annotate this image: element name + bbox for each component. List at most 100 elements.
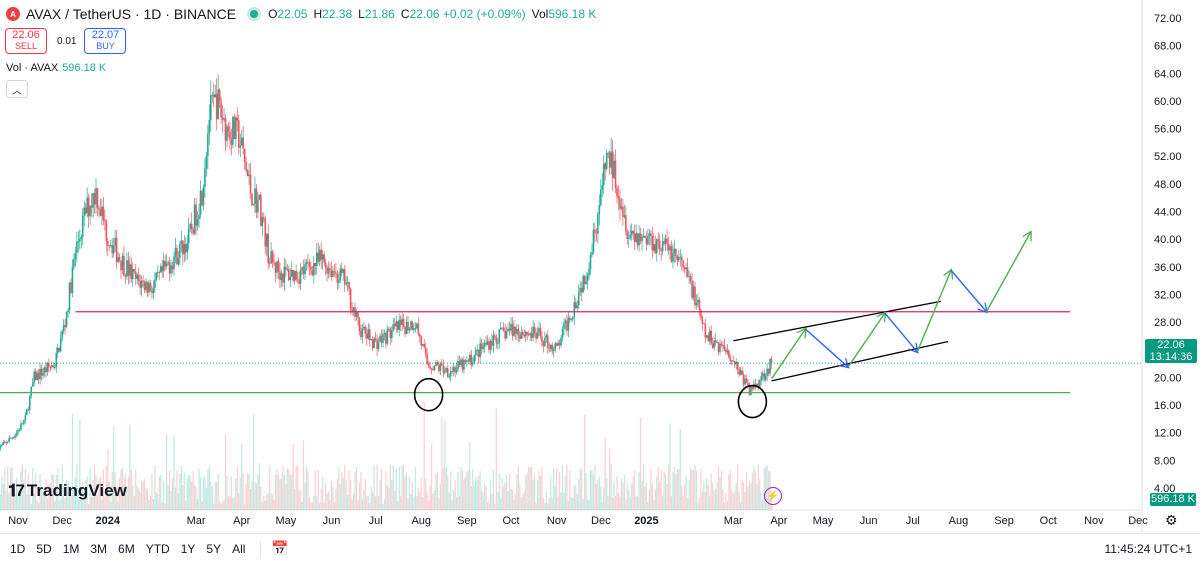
- candle: [426, 353, 428, 364]
- candle: [130, 264, 133, 280]
- candle: [763, 373, 765, 380]
- candle: [351, 309, 353, 312]
- volume-bar: [675, 474, 677, 510]
- candle: [720, 343, 723, 345]
- chevron-up-icon[interactable]: ︿: [6, 80, 28, 98]
- candle: [535, 332, 537, 339]
- range-button-ytd[interactable]: YTD: [145, 541, 170, 556]
- volume-bar: [257, 474, 259, 510]
- range-button-1m[interactable]: 1M: [62, 541, 80, 556]
- candle: [558, 342, 561, 346]
- calendar-icon[interactable]: 📅: [271, 540, 289, 556]
- volume-bar: [92, 480, 94, 510]
- volume-bar: [619, 496, 621, 510]
- candle: [21, 423, 24, 425]
- volume-bar: [273, 499, 275, 510]
- candle: [209, 95, 212, 120]
- range-button-1d[interactable]: 1D: [10, 541, 26, 556]
- volume-bar: [572, 497, 574, 510]
- volume-bar: [202, 477, 205, 510]
- volume-bar: [161, 502, 163, 510]
- volume-bar: [226, 475, 228, 510]
- candle: [507, 328, 509, 332]
- candle: [435, 362, 437, 367]
- candle: [368, 329, 371, 341]
- buy-button[interactable]: 22.07 BUY: [84, 28, 127, 54]
- projection-up-arrow[interactable]: [847, 313, 885, 368]
- circle-annotation[interactable]: [413, 377, 444, 412]
- candle: [544, 337, 546, 347]
- volume-bar: [585, 472, 587, 510]
- volume-bar: [260, 486, 262, 510]
- candle: [555, 343, 558, 346]
- volume-bar: [217, 473, 219, 510]
- volume-bar: [96, 495, 99, 510]
- circle-annotation[interactable]: [737, 384, 768, 419]
- volume-bar: [681, 485, 683, 510]
- candle: [742, 374, 745, 385]
- projection-down-arrow[interactable]: [804, 328, 848, 367]
- range-button-5y[interactable]: 5Y: [206, 541, 222, 556]
- candle: [620, 206, 623, 209]
- candle: [102, 206, 105, 221]
- projection-up-arrow[interactable]: [916, 270, 951, 353]
- range-button-1y[interactable]: 1Y: [180, 541, 196, 556]
- clock[interactable]: 11:45:24 UTC+1: [1104, 542, 1193, 556]
- candle: [717, 342, 720, 352]
- symbol-title[interactable]: AVAX / TetherUS · 1D · BINANCE: [26, 6, 237, 22]
- x-tick-label: Oct: [502, 515, 519, 527]
- tradingview-logo[interactable]: 𝟏7 TradingView: [8, 481, 127, 500]
- candle: [421, 343, 424, 346]
- projection-up-arrow[interactable]: [770, 329, 806, 380]
- candle: [330, 269, 333, 277]
- candle: [352, 307, 355, 312]
- candle: [530, 333, 533, 338]
- projection-down-arrow[interactable]: [950, 269, 986, 311]
- volume-bar: [728, 474, 730, 510]
- candle: [92, 193, 94, 208]
- channel-lower[interactable]: [771, 340, 949, 382]
- volume-bar: [576, 494, 578, 510]
- channel-upper[interactable]: [733, 300, 941, 342]
- range-button-all[interactable]: All: [232, 541, 246, 556]
- candle: [600, 189, 602, 205]
- range-button-5d[interactable]: 5D: [36, 541, 52, 556]
- projection-up-arrow[interactable]: [985, 232, 1030, 313]
- lightning-icon[interactable]: ⚡: [764, 487, 782, 505]
- candle: [733, 361, 736, 365]
- projection-down-arrow[interactable]: [884, 312, 917, 352]
- candle: [283, 266, 286, 283]
- settings-gear-icon[interactable]: ⚙: [1165, 512, 1178, 528]
- volume-bar: [55, 474, 57, 510]
- volume-bar: [111, 471, 113, 510]
- candle: [495, 336, 498, 344]
- y-tick-label: 20.00: [1154, 372, 1182, 384]
- candle: [99, 209, 102, 216]
- candle: [261, 217, 264, 226]
- volume-bar: [581, 469, 583, 510]
- sell-button[interactable]: 22.06 SELL: [5, 28, 47, 54]
- candle: [723, 345, 726, 350]
- volume-bar: [609, 448, 611, 510]
- candle: [691, 280, 693, 298]
- candle: [729, 357, 732, 361]
- candle: [404, 326, 406, 335]
- volume-bar: [419, 491, 421, 510]
- candle: [237, 120, 240, 148]
- candle: [323, 254, 325, 263]
- candle: [143, 281, 146, 291]
- candle: [410, 321, 412, 329]
- candle: [466, 360, 468, 363]
- candle: [745, 378, 748, 383]
- candle: [476, 349, 478, 351]
- candle: [739, 370, 742, 375]
- candle: [689, 276, 692, 281]
- candle: [698, 299, 701, 310]
- volume-bar: [86, 476, 88, 510]
- range-button-6m[interactable]: 6M: [118, 541, 135, 556]
- candle: [39, 368, 41, 380]
- candle: [264, 218, 267, 247]
- range-button-3m[interactable]: 3M: [90, 541, 108, 556]
- divider: [260, 540, 262, 557]
